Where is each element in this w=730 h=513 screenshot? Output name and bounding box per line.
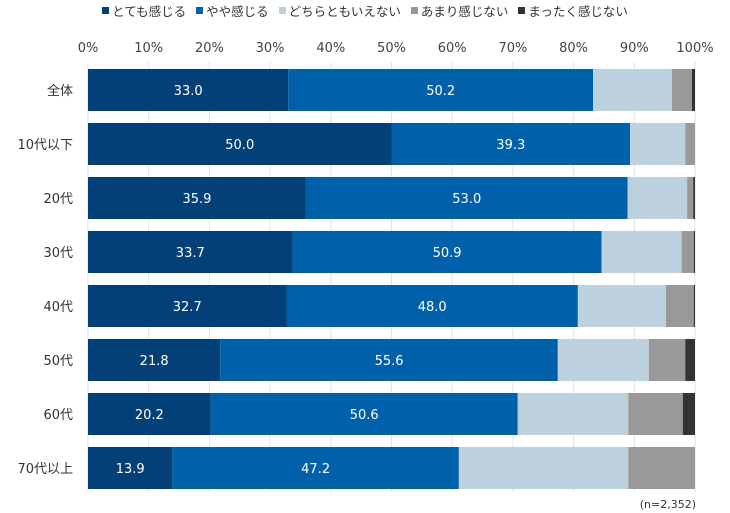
x-tick-label: 90% — [620, 41, 649, 56]
legend-swatch — [518, 7, 526, 14]
data-label: 21.8 — [140, 354, 169, 369]
legend-item: どちらともいえない — [278, 1, 401, 20]
bar-segment — [601, 231, 682, 273]
x-tick-label: 40% — [316, 41, 345, 56]
category-label: 50代 — [43, 354, 73, 369]
sample-size-note: (n=2,352) — [639, 498, 696, 511]
bar-segment — [693, 285, 695, 327]
data-label: 50.9 — [433, 246, 462, 261]
x-tick-label: 70% — [498, 41, 527, 56]
legend-label: どちらともいえない — [288, 4, 401, 19]
bar-segment — [172, 447, 459, 489]
bar-segment — [665, 285, 694, 327]
bar-segment — [88, 123, 392, 165]
legend-item: とても感じる — [102, 1, 186, 20]
x-tick-label: 20% — [195, 41, 224, 56]
bar-segment — [220, 339, 558, 381]
legend-label: とても感じる — [112, 4, 187, 19]
bar-segment — [391, 123, 631, 165]
legend-swatch — [410, 7, 418, 14]
category-label: 30代 — [43, 246, 73, 261]
bar-segment — [628, 393, 683, 435]
bar-segment — [593, 69, 672, 111]
data-label: 13.9 — [116, 462, 145, 477]
data-label: 33.0 — [174, 84, 203, 99]
bar-segment — [671, 69, 692, 111]
bar-segment — [693, 177, 695, 219]
bar-segment — [628, 447, 695, 489]
bar-segment — [577, 285, 666, 327]
bar-segment — [685, 339, 695, 381]
x-tick-label: 0% — [78, 41, 99, 56]
bar-segment — [630, 123, 686, 165]
x-tick-label: 50% — [377, 41, 406, 56]
data-label: 55.6 — [375, 354, 404, 369]
data-label: 50.0 — [225, 138, 254, 153]
bar-segment — [517, 393, 629, 435]
data-label: 53.0 — [452, 192, 481, 207]
legend-item: あまり感じない — [410, 1, 509, 20]
bar-segment — [88, 231, 293, 273]
data-label: 35.9 — [182, 192, 211, 207]
bar-segment — [648, 339, 686, 381]
legend-item: やや感じる — [196, 1, 269, 20]
bar-segment — [682, 393, 695, 435]
bar-segment — [88, 393, 211, 435]
data-label: 48.0 — [418, 300, 447, 315]
data-label: 50.6 — [350, 408, 379, 423]
data-label: 39.3 — [496, 138, 525, 153]
bar-segment — [88, 339, 221, 381]
bar-segment — [687, 177, 694, 219]
category-label: 10代以下 — [17, 138, 73, 153]
legend-label: まったく感じない — [528, 4, 628, 19]
bar-segment — [88, 69, 289, 111]
bar-segment — [627, 177, 688, 219]
category-label: 20代 — [43, 192, 73, 207]
x-tick-label: 30% — [256, 41, 285, 56]
data-label: 20.2 — [135, 408, 164, 423]
bar-segment — [88, 177, 306, 219]
data-label: 47.2 — [301, 462, 330, 477]
legend-swatch — [102, 7, 110, 14]
legend-label: あまり感じない — [420, 4, 509, 19]
bar-segment — [88, 285, 287, 327]
data-label: 32.7 — [173, 300, 202, 315]
bar-segment — [210, 393, 518, 435]
category-label: 40代 — [43, 300, 73, 315]
legend-swatch — [196, 7, 204, 14]
bar-segment — [88, 447, 173, 489]
x-tick-label: 80% — [559, 41, 588, 56]
bar-segment — [286, 285, 578, 327]
bar-segment — [305, 177, 628, 219]
legend-label: やや感じる — [206, 4, 269, 19]
bar-segment — [681, 231, 694, 273]
x-tick-label: 100% — [676, 41, 713, 56]
bar-segment — [458, 447, 629, 489]
bar-segment — [691, 69, 695, 111]
bar-segment — [557, 339, 649, 381]
data-label: 33.7 — [176, 246, 205, 261]
bar-segment — [288, 69, 594, 111]
legend: とても感じる やや感じる どちらともいえない あまり感じない まったく感じない — [0, 1, 730, 20]
bar-segment — [693, 231, 695, 273]
legend-swatch — [278, 7, 286, 14]
bar-segment — [685, 123, 695, 165]
x-tick-label: 10% — [134, 41, 163, 56]
category-label: 全体 — [47, 83, 73, 99]
category-label: 60代 — [43, 408, 73, 423]
category-label: 70代以上 — [17, 462, 73, 477]
x-tick-label: 60% — [438, 41, 467, 56]
bar-segment — [292, 231, 602, 273]
data-label: 50.2 — [426, 84, 455, 99]
legend-item: まったく感じない — [518, 1, 628, 20]
